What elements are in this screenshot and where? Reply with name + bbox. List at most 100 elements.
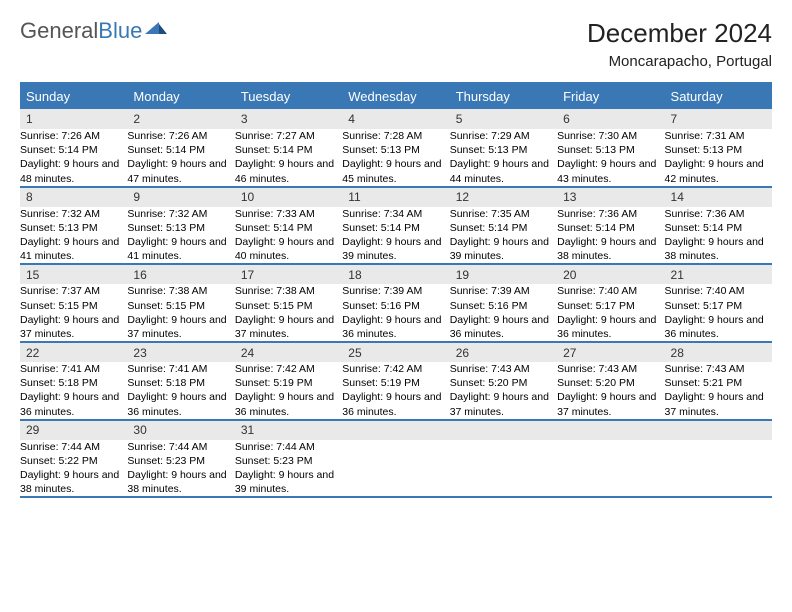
daylight-text: Daylight: 9 hours and 46 minutes. [235, 157, 342, 185]
dow-header: Tuesday [235, 84, 342, 109]
day-number-row: 1234567 [20, 109, 772, 129]
sunrise-text: Sunrise: 7:40 AM [665, 284, 772, 298]
day-number-cell: 18 [342, 264, 449, 284]
day-number-cell: 17 [235, 264, 342, 284]
day-detail-cell: Sunrise: 7:38 AMSunset: 5:15 PMDaylight:… [127, 284, 234, 342]
day-number-row: 15161718192021 [20, 264, 772, 284]
sunrise-text: Sunrise: 7:44 AM [235, 440, 342, 454]
sunset-text: Sunset: 5:16 PM [342, 299, 449, 313]
day-number-cell: 8 [20, 187, 127, 207]
sunset-text: Sunset: 5:16 PM [450, 299, 557, 313]
sunset-text: Sunset: 5:22 PM [20, 454, 127, 468]
daylight-text: Daylight: 9 hours and 37 minutes. [557, 390, 664, 418]
day-number-cell: 6 [557, 109, 664, 129]
sunset-text: Sunset: 5:14 PM [450, 221, 557, 235]
day-detail-cell: Sunrise: 7:39 AMSunset: 5:16 PMDaylight:… [342, 284, 449, 342]
day-number-cell: 20 [557, 264, 664, 284]
day-detail-cell: Sunrise: 7:44 AMSunset: 5:23 PMDaylight:… [235, 440, 342, 498]
sunset-text: Sunset: 5:13 PM [127, 221, 234, 235]
header: GeneralBlue December 2024 Moncarapacho, … [20, 18, 772, 72]
day-number-cell: 9 [127, 187, 234, 207]
day-number-cell: 22 [20, 342, 127, 362]
sunrise-text: Sunrise: 7:32 AM [20, 207, 127, 221]
day-detail-cell: Sunrise: 7:43 AMSunset: 5:20 PMDaylight:… [450, 362, 557, 420]
daylight-text: Daylight: 9 hours and 38 minutes. [127, 468, 234, 496]
daylight-text: Daylight: 9 hours and 48 minutes. [20, 157, 127, 185]
day-detail-cell [450, 440, 557, 498]
day-detail-cell: Sunrise: 7:36 AMSunset: 5:14 PMDaylight:… [557, 207, 664, 265]
dow-header: Sunday [20, 84, 127, 109]
day-number-cell [665, 420, 772, 440]
day-detail-cell: Sunrise: 7:37 AMSunset: 5:15 PMDaylight:… [20, 284, 127, 342]
calendar-body: 1234567Sunrise: 7:26 AMSunset: 5:14 PMDa… [20, 109, 772, 497]
day-number-cell: 10 [235, 187, 342, 207]
day-detail-cell: Sunrise: 7:32 AMSunset: 5:13 PMDaylight:… [127, 207, 234, 265]
sunset-text: Sunset: 5:13 PM [557, 143, 664, 157]
sunrise-text: Sunrise: 7:39 AM [342, 284, 449, 298]
sunset-text: Sunset: 5:14 PM [342, 221, 449, 235]
daylight-text: Daylight: 9 hours and 44 minutes. [450, 157, 557, 185]
sunrise-text: Sunrise: 7:44 AM [127, 440, 234, 454]
daylight-text: Daylight: 9 hours and 36 minutes. [342, 390, 449, 418]
sunset-text: Sunset: 5:14 PM [665, 221, 772, 235]
day-detail-row: Sunrise: 7:26 AMSunset: 5:14 PMDaylight:… [20, 129, 772, 187]
day-number-cell [342, 420, 449, 440]
daylight-text: Daylight: 9 hours and 41 minutes. [20, 235, 127, 263]
day-number-cell: 15 [20, 264, 127, 284]
sunset-text: Sunset: 5:14 PM [557, 221, 664, 235]
page-title: December 2024 [587, 18, 772, 49]
daylight-text: Daylight: 9 hours and 45 minutes. [342, 157, 449, 185]
day-detail-cell: Sunrise: 7:29 AMSunset: 5:13 PMDaylight:… [450, 129, 557, 187]
daylight-text: Daylight: 9 hours and 37 minutes. [235, 313, 342, 341]
sunset-text: Sunset: 5:18 PM [127, 376, 234, 390]
daylight-text: Daylight: 9 hours and 36 minutes. [235, 390, 342, 418]
day-detail-cell: Sunrise: 7:42 AMSunset: 5:19 PMDaylight:… [342, 362, 449, 420]
sunset-text: Sunset: 5:17 PM [665, 299, 772, 313]
day-number-cell: 7 [665, 109, 772, 129]
sunset-text: Sunset: 5:13 PM [665, 143, 772, 157]
sunrise-text: Sunrise: 7:28 AM [342, 129, 449, 143]
sunrise-text: Sunrise: 7:44 AM [20, 440, 127, 454]
day-number-cell: 2 [127, 109, 234, 129]
brand-part1: General [20, 18, 98, 44]
sunrise-text: Sunrise: 7:32 AM [127, 207, 234, 221]
day-number-row: 891011121314 [20, 187, 772, 207]
sunrise-text: Sunrise: 7:36 AM [557, 207, 664, 221]
day-number-cell: 12 [450, 187, 557, 207]
day-number-cell: 28 [665, 342, 772, 362]
brand-logo: GeneralBlue [20, 18, 167, 44]
dow-header: Wednesday [342, 84, 449, 109]
sunrise-text: Sunrise: 7:39 AM [450, 284, 557, 298]
daylight-text: Daylight: 9 hours and 37 minutes. [665, 390, 772, 418]
sunset-text: Sunset: 5:14 PM [20, 143, 127, 157]
sunrise-text: Sunrise: 7:27 AM [235, 129, 342, 143]
day-detail-cell: Sunrise: 7:26 AMSunset: 5:14 PMDaylight:… [20, 129, 127, 187]
daylight-text: Daylight: 9 hours and 37 minutes. [20, 313, 127, 341]
dow-header: Friday [557, 84, 664, 109]
daylight-text: Daylight: 9 hours and 36 minutes. [665, 313, 772, 341]
day-detail-cell [557, 440, 664, 498]
sunrise-text: Sunrise: 7:38 AM [127, 284, 234, 298]
dow-header: Thursday [450, 84, 557, 109]
daylight-text: Daylight: 9 hours and 43 minutes. [557, 157, 664, 185]
daylight-text: Daylight: 9 hours and 36 minutes. [20, 390, 127, 418]
day-number-row: 293031 [20, 420, 772, 440]
day-detail-cell: Sunrise: 7:44 AMSunset: 5:23 PMDaylight:… [127, 440, 234, 498]
sunset-text: Sunset: 5:13 PM [20, 221, 127, 235]
sunrise-text: Sunrise: 7:36 AM [665, 207, 772, 221]
day-number-cell: 19 [450, 264, 557, 284]
dow-row: SundayMondayTuesdayWednesdayThursdayFrid… [20, 84, 772, 109]
daylight-text: Daylight: 9 hours and 41 minutes. [127, 235, 234, 263]
daylight-text: Daylight: 9 hours and 36 minutes. [342, 313, 449, 341]
daylight-text: Daylight: 9 hours and 36 minutes. [557, 313, 664, 341]
daylight-text: Daylight: 9 hours and 36 minutes. [450, 313, 557, 341]
day-detail-cell: Sunrise: 7:26 AMSunset: 5:14 PMDaylight:… [127, 129, 234, 187]
sunrise-text: Sunrise: 7:43 AM [665, 362, 772, 376]
day-number-cell: 30 [127, 420, 234, 440]
day-detail-row: Sunrise: 7:41 AMSunset: 5:18 PMDaylight:… [20, 362, 772, 420]
daylight-text: Daylight: 9 hours and 38 minutes. [20, 468, 127, 496]
day-detail-cell: Sunrise: 7:31 AMSunset: 5:13 PMDaylight:… [665, 129, 772, 187]
day-detail-cell: Sunrise: 7:33 AMSunset: 5:14 PMDaylight:… [235, 207, 342, 265]
sunrise-text: Sunrise: 7:26 AM [20, 129, 127, 143]
day-detail-cell: Sunrise: 7:30 AMSunset: 5:13 PMDaylight:… [557, 129, 664, 187]
